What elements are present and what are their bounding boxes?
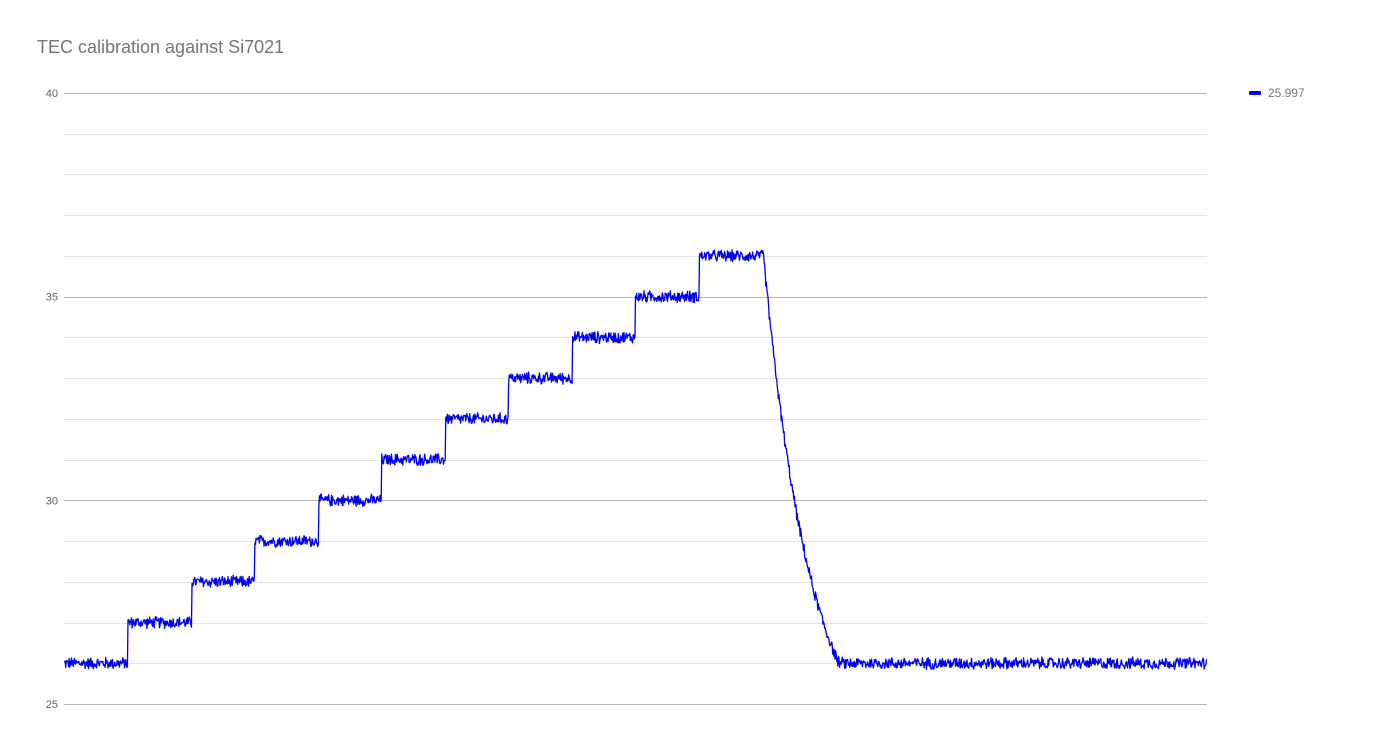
series-group: [63, 249, 1208, 671]
legend-swatch: [1249, 91, 1261, 95]
gridlines: [64, 93, 1207, 705]
legend: 25.997: [1249, 86, 1305, 100]
y-tick-label: 40: [46, 88, 58, 100]
y-tick-label: 35: [46, 292, 58, 304]
y-tick-label: 30: [46, 495, 58, 507]
y-tick-label: 25: [46, 699, 58, 711]
y-axis-ticks: 25 30 35 40: [46, 88, 58, 711]
legend-label: 25.997: [1268, 86, 1305, 100]
series-line-25.997: [63, 249, 1208, 671]
chart-title: TEC calibration against Si7021: [37, 37, 285, 57]
